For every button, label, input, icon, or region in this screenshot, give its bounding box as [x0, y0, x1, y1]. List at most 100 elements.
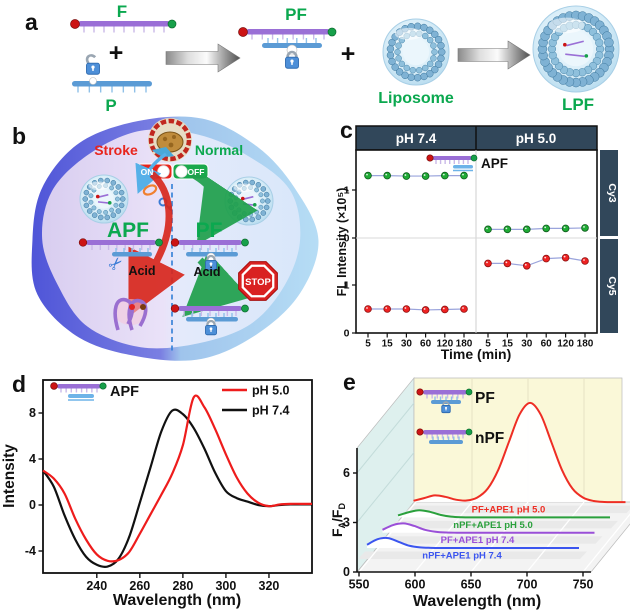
x-tick-label: 550 [349, 578, 370, 592]
x-tick-label: 320 [259, 579, 280, 593]
floor-grid-line [470, 501, 529, 573]
toggle-on-label: ON [141, 167, 154, 177]
data-point-highlight [486, 227, 488, 230]
x-tick-label: 120 [557, 339, 574, 350]
lipid-bead [413, 73, 422, 82]
lipid-bead [109, 207, 115, 213]
legend-pf-label: PF [475, 390, 495, 407]
pf-duplex-icon [170, 238, 249, 271]
dna-strand [112, 252, 152, 257]
lock-keyhole [91, 65, 95, 69]
lipid-bead [83, 202, 90, 209]
data-point [523, 262, 531, 270]
lock-icon [205, 319, 217, 336]
lipid-bead [386, 45, 395, 53]
lipid-bead [426, 26, 434, 34]
series-floor-label: nPF+APE1 pH 7.4 [422, 551, 502, 562]
data-point [503, 259, 512, 268]
panel-e-art: 550 600 650 700 750 0 3 6 PF+APE1 pH 5.0 nPF+APE1… [343, 388, 630, 592]
lipid-bead [82, 196, 89, 202]
lock-shackle [206, 319, 216, 326]
data-point [503, 225, 512, 234]
lipid-bead [260, 186, 267, 192]
x-tick-label: 240 [86, 579, 107, 593]
dna-strand [68, 394, 94, 398]
cy3-dye-dot [470, 154, 478, 162]
lock-icon [441, 401, 451, 414]
data-point [581, 257, 589, 265]
dna-strand [86, 240, 156, 245]
lipid-bead [415, 66, 423, 74]
spectrum-curve [42, 394, 312, 563]
quenched-dye-dot [140, 304, 146, 310]
process-arrow [457, 40, 531, 70]
cy3-label: Cy3 [606, 183, 618, 202]
lipid-bead [248, 211, 254, 217]
dna-strand [78, 21, 170, 27]
emission-curve [413, 401, 626, 504]
lipid-bead [233, 201, 239, 207]
lipid-bead [83, 189, 90, 196]
lock-keyhole-slot [445, 408, 447, 411]
lipid-bead [422, 64, 429, 72]
liposome-icon [382, 18, 450, 86]
lipid-bead [260, 198, 265, 204]
panel-a-label: a [25, 9, 38, 35]
cy3-dye-dot [241, 238, 249, 247]
x-tick-label: 600 [405, 578, 426, 592]
lock-keyhole [444, 406, 448, 410]
floor-grid-line [582, 513, 630, 573]
liposome-highlight [233, 183, 254, 193]
acid-left-label: Acid [128, 264, 155, 278]
x-tick-label: 650 [461, 578, 482, 592]
lipid-bead [258, 192, 264, 198]
liposome-icon [532, 5, 620, 93]
dna-strand [72, 81, 152, 87]
lipid-bead [258, 204, 264, 210]
x-tick-label: 750 [573, 578, 594, 592]
lipid-bead [434, 60, 443, 69]
stop-sign-label: STOP [245, 277, 271, 288]
floor-strip [404, 505, 630, 514]
emission-curve [397, 509, 610, 519]
lipid-bead [422, 32, 429, 40]
data-point [421, 172, 430, 180]
liposome-icon [224, 176, 274, 226]
x-axis-label-e: Wavelength (nm) [413, 593, 541, 610]
lipid-bead [386, 51, 395, 59]
curve-area [413, 402, 626, 503]
liposome-highlight [394, 27, 423, 40]
lock-shackle [85, 54, 97, 65]
lock-keyhole-slot [291, 61, 293, 65]
lipid-bead [431, 65, 439, 74]
apf-duplex-icon [78, 238, 163, 257]
lipid-bead [110, 212, 117, 218]
acid-right-label: Acid [193, 265, 220, 279]
panel-c: c pH 7.4 pH 5.0 Cy3 Cy5 FL Intensity (×1… [335, 117, 618, 362]
process-arrow [165, 43, 241, 73]
panel-d: d Intensity Wavelength (nm) 240 260 280 300… [1, 371, 313, 609]
data-point [441, 305, 449, 314]
lipid-bead [119, 196, 126, 202]
data-point-highlight [563, 255, 566, 258]
lipid-bead [263, 204, 270, 211]
lipid-bead [242, 216, 249, 223]
x-tick-label: 30 [521, 339, 533, 350]
data-point [542, 254, 551, 263]
lock-shackle [206, 254, 216, 261]
data-point-highlight [524, 263, 527, 266]
liposome-icon [79, 174, 129, 224]
lipid-bead [104, 214, 111, 221]
lock-shackle [286, 50, 298, 58]
data-point-highlight [583, 259, 585, 261]
lipid-bead [236, 207, 242, 213]
data-point-highlight [505, 261, 508, 264]
dna-strand [57, 384, 101, 389]
lipid-bead [394, 48, 401, 56]
y-tick-label: 3 [343, 516, 350, 530]
data-point-highlight [385, 307, 388, 309]
x-tick-label: 15 [382, 339, 394, 350]
lipid-bead [96, 209, 102, 214]
x-tick-label: 15 [502, 339, 514, 350]
enzyme-ring-icon [142, 184, 158, 196]
